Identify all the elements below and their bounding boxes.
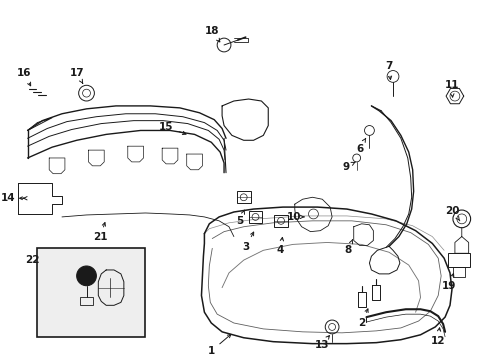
Bar — [452, 267, 464, 277]
Text: 10: 10 — [286, 212, 304, 222]
Text: 2: 2 — [358, 309, 367, 328]
Text: 1: 1 — [207, 334, 230, 356]
Text: 18: 18 — [204, 26, 220, 42]
Circle shape — [77, 266, 96, 286]
Text: 3: 3 — [242, 232, 253, 252]
Text: 16: 16 — [17, 68, 31, 86]
Text: 11: 11 — [444, 80, 458, 97]
Bar — [236, 192, 250, 203]
Text: 5: 5 — [236, 210, 244, 226]
Text: 8: 8 — [344, 240, 352, 255]
Bar — [274, 215, 287, 227]
Text: 12: 12 — [429, 328, 444, 346]
Text: 9: 9 — [342, 162, 354, 172]
Bar — [248, 211, 262, 223]
Bar — [447, 253, 468, 267]
Bar — [80, 297, 93, 305]
Text: 19: 19 — [441, 274, 455, 291]
Text: 21: 21 — [93, 222, 107, 242]
Text: 14: 14 — [1, 193, 16, 203]
Text: 15: 15 — [159, 122, 185, 135]
Text: 13: 13 — [314, 336, 329, 350]
Text: 22: 22 — [25, 255, 40, 265]
Text: 7: 7 — [384, 61, 391, 80]
Text: 4: 4 — [276, 238, 284, 255]
Text: 6: 6 — [355, 138, 365, 154]
FancyBboxPatch shape — [37, 248, 145, 337]
Text: 20: 20 — [445, 206, 459, 221]
Text: 17: 17 — [69, 68, 84, 84]
